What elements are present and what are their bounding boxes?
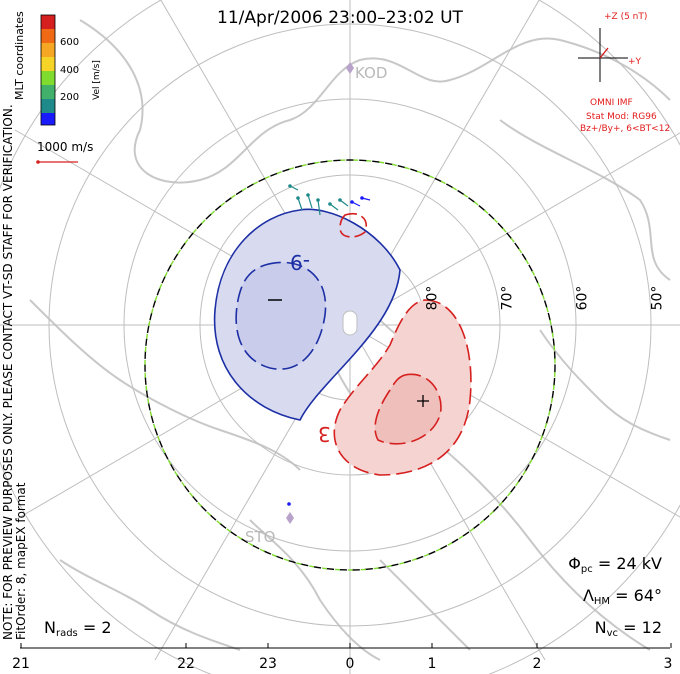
mlt-tick-22: 22 xyxy=(177,656,195,672)
contour-label-positive: 3 xyxy=(318,422,331,446)
station-sto-marker xyxy=(286,502,294,524)
contour-label-negative: -9 xyxy=(290,250,310,274)
hmb-boundary-green xyxy=(144,159,556,571)
stat-lambda-hm: ΛHM = 64° xyxy=(582,586,662,607)
lat-label-50: 50° xyxy=(649,285,666,311)
station-sto-label: STO xyxy=(245,528,276,546)
colorbar-tick-600: 600 xyxy=(60,37,80,48)
mlt-tick-2: 2 xyxy=(532,656,542,672)
imf-model: Stat Mod: RG96 xyxy=(586,112,657,122)
mlt-tick-1: 1 xyxy=(427,656,437,672)
imf-y-label: +Y xyxy=(628,57,642,67)
colorbar-tick-200: 200 xyxy=(60,92,80,103)
stat-n-rads: Nrads = 2 xyxy=(44,618,112,639)
vector-scale-bar xyxy=(36,160,78,164)
mlt-tick-23: 23 xyxy=(259,656,277,672)
imf-z-label: +Z (5 nT) xyxy=(604,12,648,22)
imf-source: OMNI IMF xyxy=(590,98,633,108)
colorbar-title: Vel [m/s] xyxy=(92,60,102,100)
preview-note: NOTE: FOR PREVIEW PURPOSES ONLY. PLEASE … xyxy=(1,104,15,640)
velocity-colorbar xyxy=(40,14,56,126)
velocity-vectors xyxy=(288,184,371,216)
vector-scale-label: 1000 m/s xyxy=(37,140,94,154)
station-kod-label: KOD xyxy=(355,64,388,82)
imf-dial xyxy=(578,28,628,82)
mlt-tick-3: 3 xyxy=(663,656,673,672)
stat-phi-pc: Φpc = 24 kV xyxy=(568,554,662,575)
lat-label-70: 70° xyxy=(499,285,516,311)
lat-label-60: 60° xyxy=(574,285,591,311)
coastlines xyxy=(29,19,671,661)
pole-marker xyxy=(342,310,358,336)
imf-condition: Bz+/By+, 6<BT<12 xyxy=(580,124,671,134)
mlt-tick-21: 21 xyxy=(12,656,30,672)
stat-n-vc: Nvc = 12 xyxy=(594,618,662,639)
lat-label-80: 80° xyxy=(424,285,441,311)
colorbar-tick-400: 400 xyxy=(60,65,80,76)
positive-cell xyxy=(333,213,472,476)
map-title: 11/Apr/2006 23:00–23:02 UT xyxy=(217,8,463,28)
fit-order-info: FitOrder: 8, mapEX format xyxy=(14,482,28,640)
station-kod-marker xyxy=(346,62,354,74)
negative-cell xyxy=(213,208,401,421)
mlt-axis-ticks xyxy=(20,643,672,648)
hmb-boundary xyxy=(144,159,556,571)
mlt-tick-0: 0 xyxy=(345,656,355,672)
mlt-coordinates-label: MLT coordinates xyxy=(13,11,26,100)
